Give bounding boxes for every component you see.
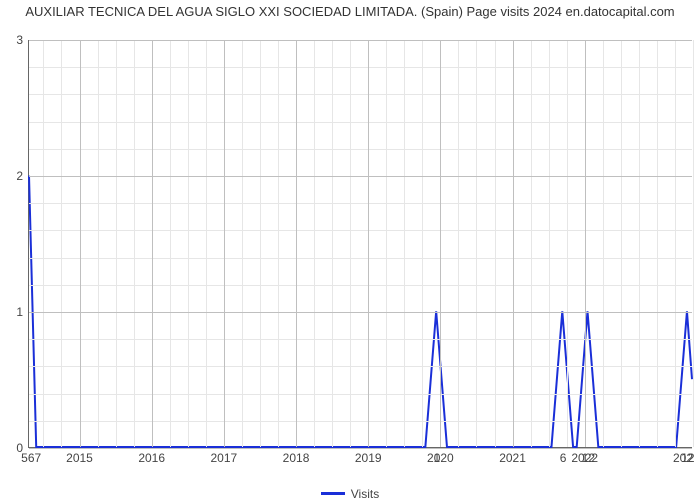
gridline-v-minor xyxy=(495,40,496,447)
gridline-v-minor xyxy=(242,40,243,447)
gridline-v-major xyxy=(585,40,586,447)
gridline-v-major xyxy=(368,40,369,447)
xtick-label: 2021 xyxy=(499,451,526,465)
value-label: 12 xyxy=(582,451,595,465)
gridline-v-minor xyxy=(422,40,423,447)
gridline-v-major xyxy=(296,40,297,447)
gridline-v-minor xyxy=(61,40,62,447)
xtick-label: 2018 xyxy=(283,451,310,465)
gridline-v-minor xyxy=(314,40,315,447)
ytick-label: 3 xyxy=(16,33,23,47)
gridline-h-minor xyxy=(29,394,692,395)
gridline-v-minor xyxy=(188,40,189,447)
gridline-v-minor xyxy=(386,40,387,447)
gridline-h-major xyxy=(29,40,692,41)
gridline-v-major xyxy=(152,40,153,447)
value-label: 567 xyxy=(21,451,41,465)
gridline-v-minor xyxy=(657,40,658,447)
gridline-v-minor xyxy=(567,40,568,447)
gridline-v-minor xyxy=(206,40,207,447)
xtick-label: 2017 xyxy=(211,451,238,465)
gridline-h-minor xyxy=(29,285,692,286)
gridline-v-minor xyxy=(476,40,477,447)
gridline-v-minor xyxy=(675,40,676,447)
gridline-h-minor xyxy=(29,149,692,150)
legend-swatch xyxy=(321,492,345,495)
gridline-v-minor xyxy=(693,40,694,447)
value-label: 6 xyxy=(560,451,567,465)
gridline-h-minor xyxy=(29,366,692,367)
gridline-v-minor xyxy=(260,40,261,447)
ytick-label: 2 xyxy=(16,169,23,183)
gridline-v-minor xyxy=(639,40,640,447)
gridline-h-major xyxy=(29,312,692,313)
gridline-v-minor xyxy=(350,40,351,447)
legend: Visits xyxy=(0,486,700,500)
gridline-v-minor xyxy=(621,40,622,447)
gridline-h-minor xyxy=(29,230,692,231)
gridline-v-minor xyxy=(404,40,405,447)
ytick-label: 1 xyxy=(16,305,23,319)
gridline-h-minor xyxy=(29,122,692,123)
gridline-v-minor xyxy=(116,40,117,447)
visits-line xyxy=(29,40,692,447)
xtick-label: 2015 xyxy=(66,451,93,465)
legend-label: Visits xyxy=(351,487,379,500)
xtick-label: 2016 xyxy=(138,451,165,465)
gridline-v-minor xyxy=(603,40,604,447)
value-label: 1 xyxy=(433,451,440,465)
gridline-v-major xyxy=(80,40,81,447)
gridline-v-major xyxy=(513,40,514,447)
gridline-v-minor xyxy=(43,40,44,447)
gridline-v-major xyxy=(440,40,441,447)
gridline-v-minor xyxy=(278,40,279,447)
chart-container: AUXILIAR TECNICA DEL AGUA SIGLO XXI SOCI… xyxy=(0,0,700,500)
gridline-v-minor xyxy=(134,40,135,447)
gridline-v-minor xyxy=(170,40,171,447)
value-label: 12 xyxy=(681,451,694,465)
gridline-h-minor xyxy=(29,258,692,259)
chart-title: AUXILIAR TECNICA DEL AGUA SIGLO XXI SOCI… xyxy=(0,4,700,20)
gridline-h-minor xyxy=(29,203,692,204)
gridline-v-minor xyxy=(332,40,333,447)
gridline-h-major xyxy=(29,448,692,449)
xtick-label: 2019 xyxy=(355,451,382,465)
gridline-v-minor xyxy=(531,40,532,447)
gridline-h-minor xyxy=(29,67,692,68)
gridline-h-minor xyxy=(29,94,692,95)
gridline-h-major xyxy=(29,176,692,177)
gridline-v-minor xyxy=(549,40,550,447)
gridline-v-minor xyxy=(98,40,99,447)
gridline-v-minor xyxy=(458,40,459,447)
plot-area: 2015201620172018201920202021202220201235… xyxy=(28,40,692,448)
gridline-v-major xyxy=(224,40,225,447)
gridline-h-minor xyxy=(29,339,692,340)
gridline-h-minor xyxy=(29,421,692,422)
